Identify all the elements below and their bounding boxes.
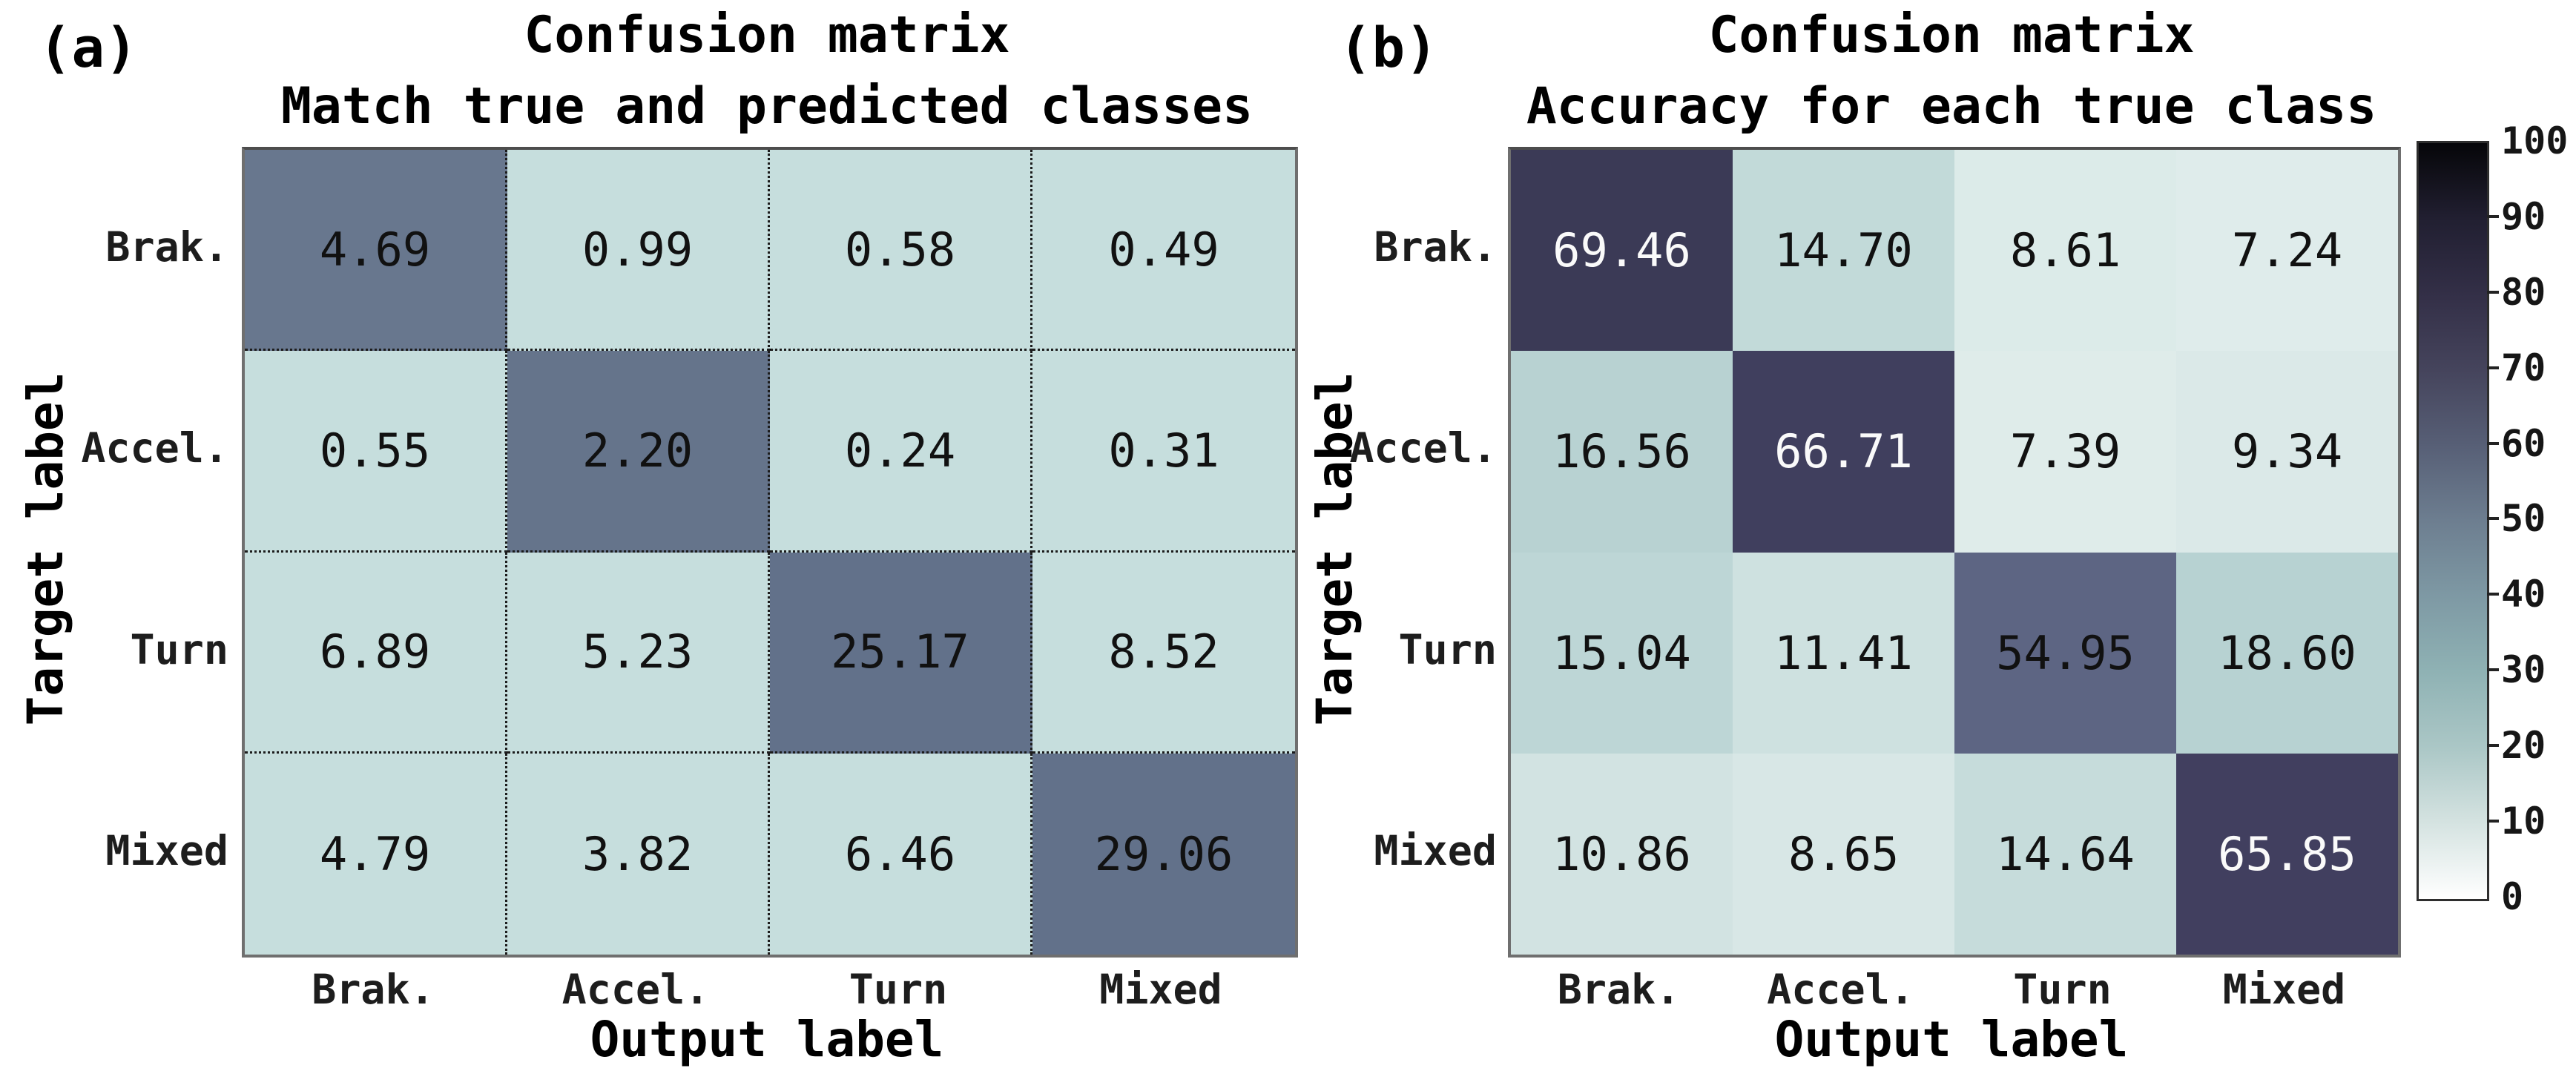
matrix-cell-a-r2-c2: 25.17 [770, 552, 1032, 754]
colorbar-tick-80 [2487, 291, 2499, 294]
matrix-cell-a-r1-c2: 0.24 [770, 351, 1032, 553]
matrix-b-col-label-mixed: Mixed [2222, 966, 2346, 1013]
matrix-cell-a-r1-c1: 2.20 [507, 351, 770, 553]
heatmap-matrix-a: 4.69 0.99 0.58 0.49 0.55 2.20 0.24 0.31 6.89 5.23… [242, 147, 1298, 958]
matrix-cell-a-r1-c0: 0.55 [245, 351, 507, 553]
colorbar-label-90: 90 [2501, 195, 2546, 238]
panel-a-tag: (a) [39, 16, 138, 80]
matrix-cell-b-r2-c1: 11.41 [1733, 552, 1954, 754]
matrix-b-row-label-turn: Turn [1398, 626, 1497, 673]
colorbar-label-30: 30 [2501, 648, 2546, 691]
matrix-cell-a-r0-c1: 0.99 [507, 150, 770, 352]
matrix-cell-b-r2-c3: 18.60 [2176, 552, 2398, 754]
matrix-cell-a-r3-c3: 29.06 [1032, 753, 1295, 955]
matrix-a-row-label-accel: Accel. [81, 424, 228, 472]
colorbar-tick-70 [2487, 366, 2499, 369]
matrix-b-x-axis-label: Output label [1774, 1011, 2129, 1068]
matrix-b-col-label-accel: Accel. [1767, 966, 1914, 1013]
matrix-cell-a-r3-c1: 3.82 [507, 753, 770, 955]
matrix-cell-a-r0-c2: 0.58 [770, 150, 1032, 352]
matrix-cell-b-r2-c0: 15.04 [1511, 552, 1733, 754]
matrix-cell-b-r1-c2: 7.39 [1954, 351, 2176, 553]
matrix-b-row-label-accel: Accel. [1349, 424, 1497, 472]
matrix-cell-a-r2-c3: 8.52 [1032, 552, 1295, 754]
matrix-b-y-axis-label: Target label [1306, 372, 1363, 726]
matrix-cell-b-r0-c1: 14.70 [1733, 150, 1954, 352]
matrix-cell-b-r1-c1: 66.71 [1733, 351, 1954, 553]
colorbar-tick-60 [2487, 442, 2499, 445]
colorbar-gradient [2417, 141, 2489, 901]
panel-b-title-line2: Accuracy for each true class [1526, 77, 2377, 136]
colorbar-label-70: 70 [2501, 346, 2546, 389]
matrix-cell-a-r0-c3: 0.49 [1032, 150, 1295, 352]
matrix-cell-a-r3-c0: 4.79 [245, 753, 507, 955]
matrix-cell-b-r3-c3: 65.85 [2176, 753, 2398, 955]
colorbar-tick-30 [2487, 668, 2499, 671]
matrix-cell-a-r1-c3: 0.31 [1032, 351, 1295, 553]
colorbar-tick-20 [2487, 744, 2499, 747]
matrix-cell-b-r2-c2: 54.95 [1954, 552, 2176, 754]
panel-b-title: Confusion matrix Accuracy for each true … [1508, 0, 2395, 142]
panel-b-title-line1: Confusion matrix [1708, 6, 2195, 65]
matrix-b-row-label-mixed: Mixed [1374, 827, 1497, 874]
matrix-cell-a-r2-c0: 6.89 [245, 552, 507, 754]
matrix-cell-b-r0-c3: 7.24 [2176, 150, 2398, 352]
matrix-cell-b-r0-c2: 8.61 [1954, 150, 2176, 352]
matrix-a-row-label-brak: Brak. [105, 223, 228, 271]
matrix-b-col-label-brak: Brak. [1557, 966, 1681, 1013]
colorbar-label-60: 60 [2501, 422, 2546, 465]
colorbar-label-80: 80 [2501, 271, 2546, 314]
matrix-a-col-label-mixed: Mixed [1099, 966, 1222, 1013]
colorbar-label-100: 100 [2501, 119, 2569, 162]
matrix-cell-b-r3-c0: 10.86 [1511, 753, 1733, 955]
colorbar-tick-50 [2487, 517, 2499, 520]
colorbar-label-0: 0 [2501, 875, 2524, 918]
matrix-cell-a-r0-c0: 4.69 [245, 150, 507, 352]
matrix-cell-b-r3-c2: 14.64 [1954, 753, 2176, 955]
matrix-cell-a-r2-c1: 5.23 [507, 552, 770, 754]
matrix-cell-b-r1-c0: 16.56 [1511, 351, 1733, 553]
matrix-a-col-label-accel: Accel. [561, 966, 710, 1013]
matrix-b-col-label-turn: Turn [2013, 966, 2112, 1013]
matrix-cell-b-r0-c0: 69.46 [1511, 150, 1733, 352]
colorbar-label-20: 20 [2501, 724, 2546, 767]
colorbar-label-50: 50 [2501, 497, 2546, 540]
matrix-a-col-label-turn: Turn [849, 966, 948, 1013]
colorbar-label-40: 40 [2501, 573, 2546, 616]
colorbar-tick-90 [2487, 215, 2499, 218]
colorbar-tick-40 [2487, 593, 2499, 596]
panel-b-tag: (b) [1339, 16, 1438, 80]
matrix-a-row-label-mixed: Mixed [105, 827, 228, 874]
colorbar-tick-10 [2487, 820, 2499, 823]
matrix-a-col-label-brak: Brak. [312, 966, 435, 1013]
matrix-a-x-axis-label: Output label [590, 1011, 944, 1068]
matrix-cell-a-r3-c2: 6.46 [770, 753, 1032, 955]
matrix-a-y-axis-label: Target label [17, 372, 74, 726]
panel-a-title-line1: Confusion matrix [524, 6, 1010, 65]
matrix-cell-b-r1-c3: 9.34 [2176, 351, 2398, 553]
matrix-a-row-label-turn: Turn [130, 626, 228, 673]
heatmap-matrix-b: 69.46 14.70 8.61 7.24 16.56 66.71 7.39 9.34 15.0… [1508, 147, 2401, 958]
colorbar-label-10: 10 [2501, 800, 2546, 843]
matrix-b-row-label-brak: Brak. [1374, 223, 1497, 271]
matrix-cell-b-r3-c1: 8.65 [1733, 753, 1954, 955]
panel-a-title: Confusion matrix Match true and predicte… [242, 0, 1292, 142]
panel-a-title-line2: Match true and predicted classes [280, 77, 1254, 136]
